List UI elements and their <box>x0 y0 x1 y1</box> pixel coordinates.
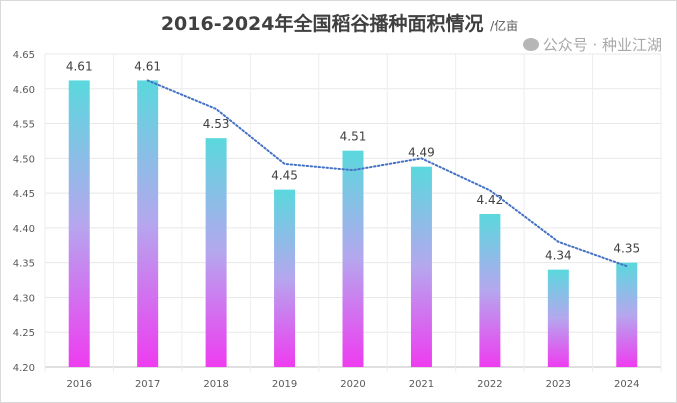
bar-2022 <box>479 213 501 367</box>
data-label: 4.45 <box>271 169 298 183</box>
data-label: 4.42 <box>477 193 504 207</box>
wechat-icon <box>522 38 539 51</box>
y-tick-label: 4.30 <box>13 293 35 304</box>
bar-2020 <box>342 150 364 367</box>
data-label: 4.61 <box>66 59 93 73</box>
x-tick-label: 2021 <box>409 379 434 390</box>
bar-2024 <box>616 262 638 367</box>
x-tick-label: 2020 <box>340 379 365 390</box>
x-tick-label: 2016 <box>66 379 91 390</box>
x-tick-label: 2017 <box>135 379 160 390</box>
data-label: 4.34 <box>545 249 572 263</box>
x-tick-label: 2024 <box>614 379 639 390</box>
x-tick-label: 2023 <box>546 379 571 390</box>
y-tick-label: 4.55 <box>13 120 35 131</box>
bar-2019 <box>274 189 296 367</box>
title-text: 2016-2024年全国稻谷播种面积情况 <box>160 13 484 35</box>
y-tick-label: 4.60 <box>13 85 35 96</box>
bar-2021 <box>410 166 432 367</box>
y-tick-label: 4.45 <box>13 189 35 200</box>
chart-title: 2016-2024年全国稻谷播种面积情况 /亿亩 <box>1 9 676 36</box>
data-label: 4.49 <box>408 146 435 160</box>
x-tick-label: 2018 <box>203 379 228 390</box>
x-tick-label: 2022 <box>477 379 502 390</box>
bar-2023 <box>547 269 569 367</box>
unit-label: /亿亩 <box>490 19 519 33</box>
trendline <box>146 79 628 268</box>
data-label: 4.53 <box>203 117 230 131</box>
watermark-text: 公众号 · 种业江湖 <box>542 36 662 54</box>
y-tick-label: 4.25 <box>13 328 35 339</box>
y-tick-label: 4.40 <box>13 224 35 235</box>
data-label: 4.61 <box>134 59 161 73</box>
watermark: 公众号 · 种业江湖 <box>522 34 662 55</box>
y-tick-label: 4.35 <box>13 259 35 270</box>
y-tick-label: 4.20 <box>13 363 35 374</box>
x-tick-label: 2019 <box>272 379 297 390</box>
bar-2017 <box>137 80 159 367</box>
y-tick-label: 4.50 <box>13 154 35 165</box>
data-label: 4.51 <box>340 130 367 144</box>
bar-2016 <box>68 80 90 367</box>
data-label: 4.35 <box>613 242 640 256</box>
bar-2018 <box>205 138 227 367</box>
y-tick-label: 4.65 <box>13 50 35 61</box>
